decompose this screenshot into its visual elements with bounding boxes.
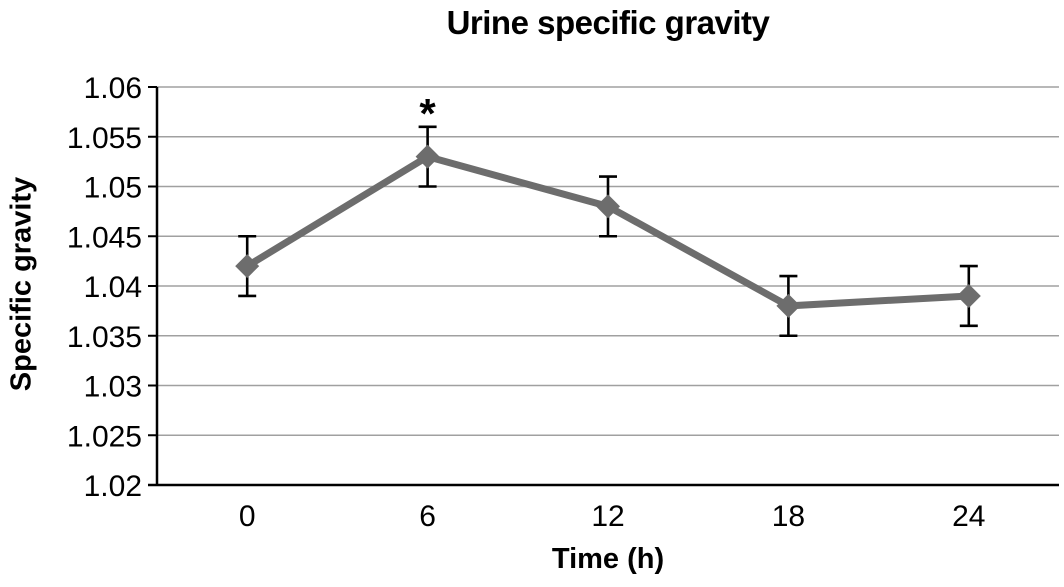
x-axis-title: Time (h): [551, 543, 665, 575]
y-tick-label: 1.02: [84, 470, 142, 503]
y-tick-label: 1.03: [84, 371, 142, 404]
y-tick-label: 1.045: [67, 221, 142, 254]
x-tick-label: 24: [952, 500, 985, 533]
y-tick-label: 1.04: [84, 271, 142, 304]
data-point-marker: [596, 194, 620, 219]
significance-asterisk: *: [419, 90, 436, 137]
y-tick-label: 1.055: [67, 122, 142, 155]
data-point-marker: [235, 254, 260, 279]
data-point-marker: [956, 283, 981, 308]
y-tick-label: 1.05: [84, 172, 142, 205]
x-tick-label: 18: [772, 500, 805, 533]
y-tick-label: 1.025: [67, 420, 142, 453]
data-point-marker: [415, 144, 440, 169]
x-tick-label: 6: [419, 500, 436, 533]
x-tick-label: 0: [239, 500, 256, 533]
y-tick-label: 1.06: [84, 72, 142, 105]
x-tick-label: 12: [591, 500, 624, 533]
data-point-marker: [776, 293, 801, 318]
chart-title: Urine specific gravity: [446, 4, 770, 41]
y-tick-label: 1.035: [67, 321, 142, 354]
y-axis-title: Specific gravity: [5, 176, 38, 392]
